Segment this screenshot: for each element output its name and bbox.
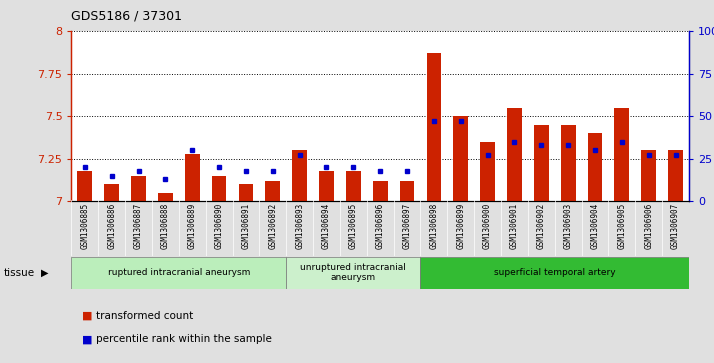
Bar: [615, 107, 629, 201]
Bar: [534, 125, 548, 201]
Text: ruptured intracranial aneurysm: ruptured intracranial aneurysm: [108, 268, 250, 277]
Text: ■: ■: [82, 334, 93, 344]
Bar: [421, 257, 689, 289]
Text: GSM1306892: GSM1306892: [268, 203, 277, 249]
Text: GSM1306889: GSM1306889: [188, 203, 197, 249]
Bar: [266, 181, 280, 201]
Text: GSM1306891: GSM1306891: [241, 203, 251, 249]
Bar: [668, 150, 683, 201]
Bar: [158, 193, 173, 201]
Bar: [588, 133, 603, 201]
Bar: [346, 171, 361, 201]
Text: GSM1306901: GSM1306901: [510, 203, 519, 249]
Text: GSM1306899: GSM1306899: [456, 203, 466, 249]
Text: GSM1306903: GSM1306903: [563, 203, 573, 249]
Bar: [77, 171, 92, 201]
Text: GSM1306888: GSM1306888: [161, 203, 170, 249]
Bar: [373, 181, 388, 201]
Text: GSM1306895: GSM1306895: [349, 203, 358, 249]
Bar: [426, 53, 441, 201]
Bar: [507, 107, 522, 201]
Bar: [238, 184, 253, 201]
Text: GSM1306886: GSM1306886: [107, 203, 116, 249]
Bar: [641, 150, 656, 201]
Text: GSM1306898: GSM1306898: [429, 203, 438, 249]
Text: GSM1306885: GSM1306885: [81, 203, 89, 249]
Text: superficial temporal artery: superficial temporal artery: [494, 268, 615, 277]
Text: GSM1306893: GSM1306893: [295, 203, 304, 249]
Bar: [286, 257, 421, 289]
Text: GSM1306900: GSM1306900: [483, 203, 492, 249]
Text: tissue: tissue: [4, 268, 35, 278]
Text: GSM1306906: GSM1306906: [644, 203, 653, 249]
Text: GSM1306907: GSM1306907: [671, 203, 680, 249]
Text: GSM1306896: GSM1306896: [376, 203, 385, 249]
Bar: [71, 257, 286, 289]
Text: transformed count: transformed count: [96, 311, 193, 321]
Bar: [560, 125, 575, 201]
Text: unruptured intracranial
aneurysm: unruptured intracranial aneurysm: [301, 263, 406, 282]
Bar: [212, 176, 226, 201]
Text: GSM1306890: GSM1306890: [215, 203, 223, 249]
Bar: [104, 184, 119, 201]
Text: GDS5186 / 37301: GDS5186 / 37301: [71, 9, 182, 22]
Text: GSM1306905: GSM1306905: [618, 203, 626, 249]
Text: percentile rank within the sample: percentile rank within the sample: [96, 334, 272, 344]
Bar: [292, 150, 307, 201]
Text: GSM1306904: GSM1306904: [590, 203, 600, 249]
Text: ▶: ▶: [41, 268, 49, 278]
Bar: [131, 176, 146, 201]
Text: ■: ■: [82, 311, 93, 321]
Bar: [400, 181, 414, 201]
Bar: [453, 116, 468, 201]
Bar: [319, 171, 334, 201]
Text: GSM1306894: GSM1306894: [322, 203, 331, 249]
Text: GSM1306902: GSM1306902: [537, 203, 545, 249]
Bar: [185, 154, 200, 201]
Bar: [481, 142, 495, 201]
Text: GSM1306897: GSM1306897: [403, 203, 411, 249]
Text: GSM1306887: GSM1306887: [134, 203, 143, 249]
